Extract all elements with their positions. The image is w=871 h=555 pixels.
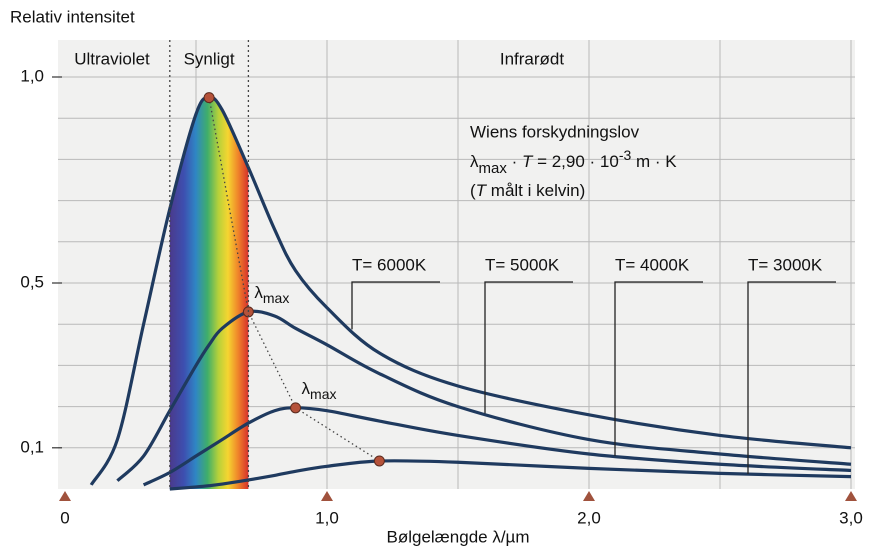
x-tick-label: 0 <box>60 508 69 527</box>
peak-marker <box>290 402 302 414</box>
x-tick <box>583 491 595 501</box>
formula-part: λ <box>470 152 479 171</box>
label-leader <box>351 281 440 330</box>
curve <box>169 459 852 491</box>
lambda-symbol: λ <box>302 379 311 398</box>
formula-part: = 2,90 · 10 <box>532 152 618 171</box>
y-axis-title: Relativ intensitet <box>10 7 135 26</box>
formula-part: -3 <box>619 147 632 163</box>
x-tick <box>321 491 333 501</box>
annotation-title: Wiens forskydningslov <box>470 122 640 141</box>
lambda-subscript: max <box>263 290 289 306</box>
curve <box>116 309 852 482</box>
y-tick-label: 0,1 <box>20 437 44 456</box>
x-tick-label: 3,0 <box>839 508 863 527</box>
y-tick-label: 0,5 <box>20 272 44 291</box>
peak-marker <box>373 455 385 467</box>
region-label: Ultraviolet <box>74 49 150 68</box>
y-tick-label: 1,0 <box>20 66 44 85</box>
formula-part: m · K <box>631 152 677 171</box>
note-part: målt i kelvin) <box>486 181 585 200</box>
series-label: T= 3000K <box>748 255 823 274</box>
annotation-note: (T målt i kelvin) <box>470 181 585 200</box>
x-tick <box>845 491 857 501</box>
series-label: T= 5000K <box>485 255 560 274</box>
x-tick-label: 1,0 <box>315 508 339 527</box>
region-label: Infrarødt <box>500 49 565 68</box>
formula-part: · <box>507 152 522 171</box>
series-label: T= 6000K <box>352 255 427 274</box>
curve <box>89 95 852 486</box>
peak-marker <box>203 92 215 104</box>
region-label: Synligt <box>184 49 235 68</box>
series-label: T= 4000K <box>615 255 690 274</box>
label-leader <box>747 281 836 475</box>
x-axis-title: Bølgelængde λ/µm <box>386 527 529 546</box>
annotation-formula: λmax · T = 2,90 · 10-3 m · K <box>470 147 677 177</box>
lambda-subscript: max <box>310 386 336 402</box>
note-part: ( <box>470 181 476 200</box>
wien-curve <box>208 97 380 462</box>
lambda-max-label: λmax <box>254 283 289 305</box>
formula-part: T <box>522 152 534 171</box>
x-tick <box>59 491 71 501</box>
label-leader <box>614 281 703 457</box>
formula-part: max <box>479 160 508 177</box>
note-part: T <box>476 181 488 200</box>
label-leader <box>484 281 573 414</box>
lambda-max-label: λmax <box>302 379 337 401</box>
x-tick-label: 2,0 <box>577 508 601 527</box>
lambda-symbol: λ <box>254 283 263 302</box>
